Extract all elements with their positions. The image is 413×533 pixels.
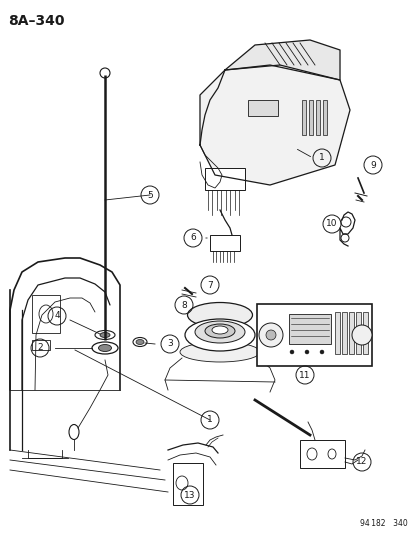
Ellipse shape bbox=[39, 305, 53, 323]
Text: 8: 8 bbox=[181, 301, 186, 310]
Polygon shape bbox=[199, 65, 349, 185]
Text: 10: 10 bbox=[325, 220, 337, 229]
Circle shape bbox=[319, 350, 323, 354]
Ellipse shape bbox=[100, 333, 110, 337]
Circle shape bbox=[259, 323, 282, 347]
FancyBboxPatch shape bbox=[299, 440, 344, 468]
FancyBboxPatch shape bbox=[247, 100, 277, 116]
Ellipse shape bbox=[180, 342, 259, 362]
FancyBboxPatch shape bbox=[32, 295, 60, 333]
FancyBboxPatch shape bbox=[308, 100, 312, 135]
Text: 7: 7 bbox=[206, 280, 212, 289]
Ellipse shape bbox=[136, 340, 144, 344]
Text: 8A–340: 8A–340 bbox=[8, 14, 64, 28]
Ellipse shape bbox=[69, 424, 79, 440]
FancyBboxPatch shape bbox=[322, 100, 326, 135]
Ellipse shape bbox=[95, 330, 115, 340]
Ellipse shape bbox=[185, 319, 254, 351]
Circle shape bbox=[304, 350, 308, 354]
Ellipse shape bbox=[195, 321, 244, 343]
Ellipse shape bbox=[98, 344, 111, 351]
FancyBboxPatch shape bbox=[348, 312, 353, 354]
Circle shape bbox=[289, 350, 293, 354]
Circle shape bbox=[266, 330, 275, 340]
FancyBboxPatch shape bbox=[341, 312, 346, 354]
Text: 1: 1 bbox=[318, 154, 324, 163]
Ellipse shape bbox=[187, 303, 252, 327]
Ellipse shape bbox=[211, 326, 228, 334]
FancyBboxPatch shape bbox=[204, 168, 244, 190]
FancyBboxPatch shape bbox=[355, 312, 360, 354]
Text: 1: 1 bbox=[206, 416, 212, 424]
Text: 3: 3 bbox=[167, 340, 173, 349]
FancyBboxPatch shape bbox=[315, 100, 319, 135]
Text: 12: 12 bbox=[356, 457, 367, 466]
Text: 5: 5 bbox=[147, 190, 152, 199]
FancyBboxPatch shape bbox=[301, 100, 305, 135]
Ellipse shape bbox=[92, 342, 118, 354]
Text: 9: 9 bbox=[369, 160, 375, 169]
FancyBboxPatch shape bbox=[288, 314, 330, 344]
Ellipse shape bbox=[204, 324, 235, 338]
FancyBboxPatch shape bbox=[32, 340, 50, 350]
FancyBboxPatch shape bbox=[173, 463, 202, 505]
Ellipse shape bbox=[306, 448, 316, 460]
FancyBboxPatch shape bbox=[209, 235, 240, 251]
Text: 13: 13 bbox=[184, 490, 195, 499]
Text: 4: 4 bbox=[54, 311, 59, 320]
Ellipse shape bbox=[133, 337, 147, 346]
Ellipse shape bbox=[176, 476, 188, 490]
Text: 2: 2 bbox=[37, 343, 43, 352]
Text: 11: 11 bbox=[299, 370, 310, 379]
Text: 94 182 340: 94 182 340 bbox=[359, 519, 407, 528]
Text: 6: 6 bbox=[190, 233, 195, 243]
FancyBboxPatch shape bbox=[334, 312, 339, 354]
Circle shape bbox=[100, 68, 110, 78]
Ellipse shape bbox=[327, 449, 335, 459]
FancyBboxPatch shape bbox=[256, 304, 371, 366]
FancyBboxPatch shape bbox=[362, 312, 367, 354]
Polygon shape bbox=[224, 40, 339, 80]
Circle shape bbox=[351, 325, 371, 345]
